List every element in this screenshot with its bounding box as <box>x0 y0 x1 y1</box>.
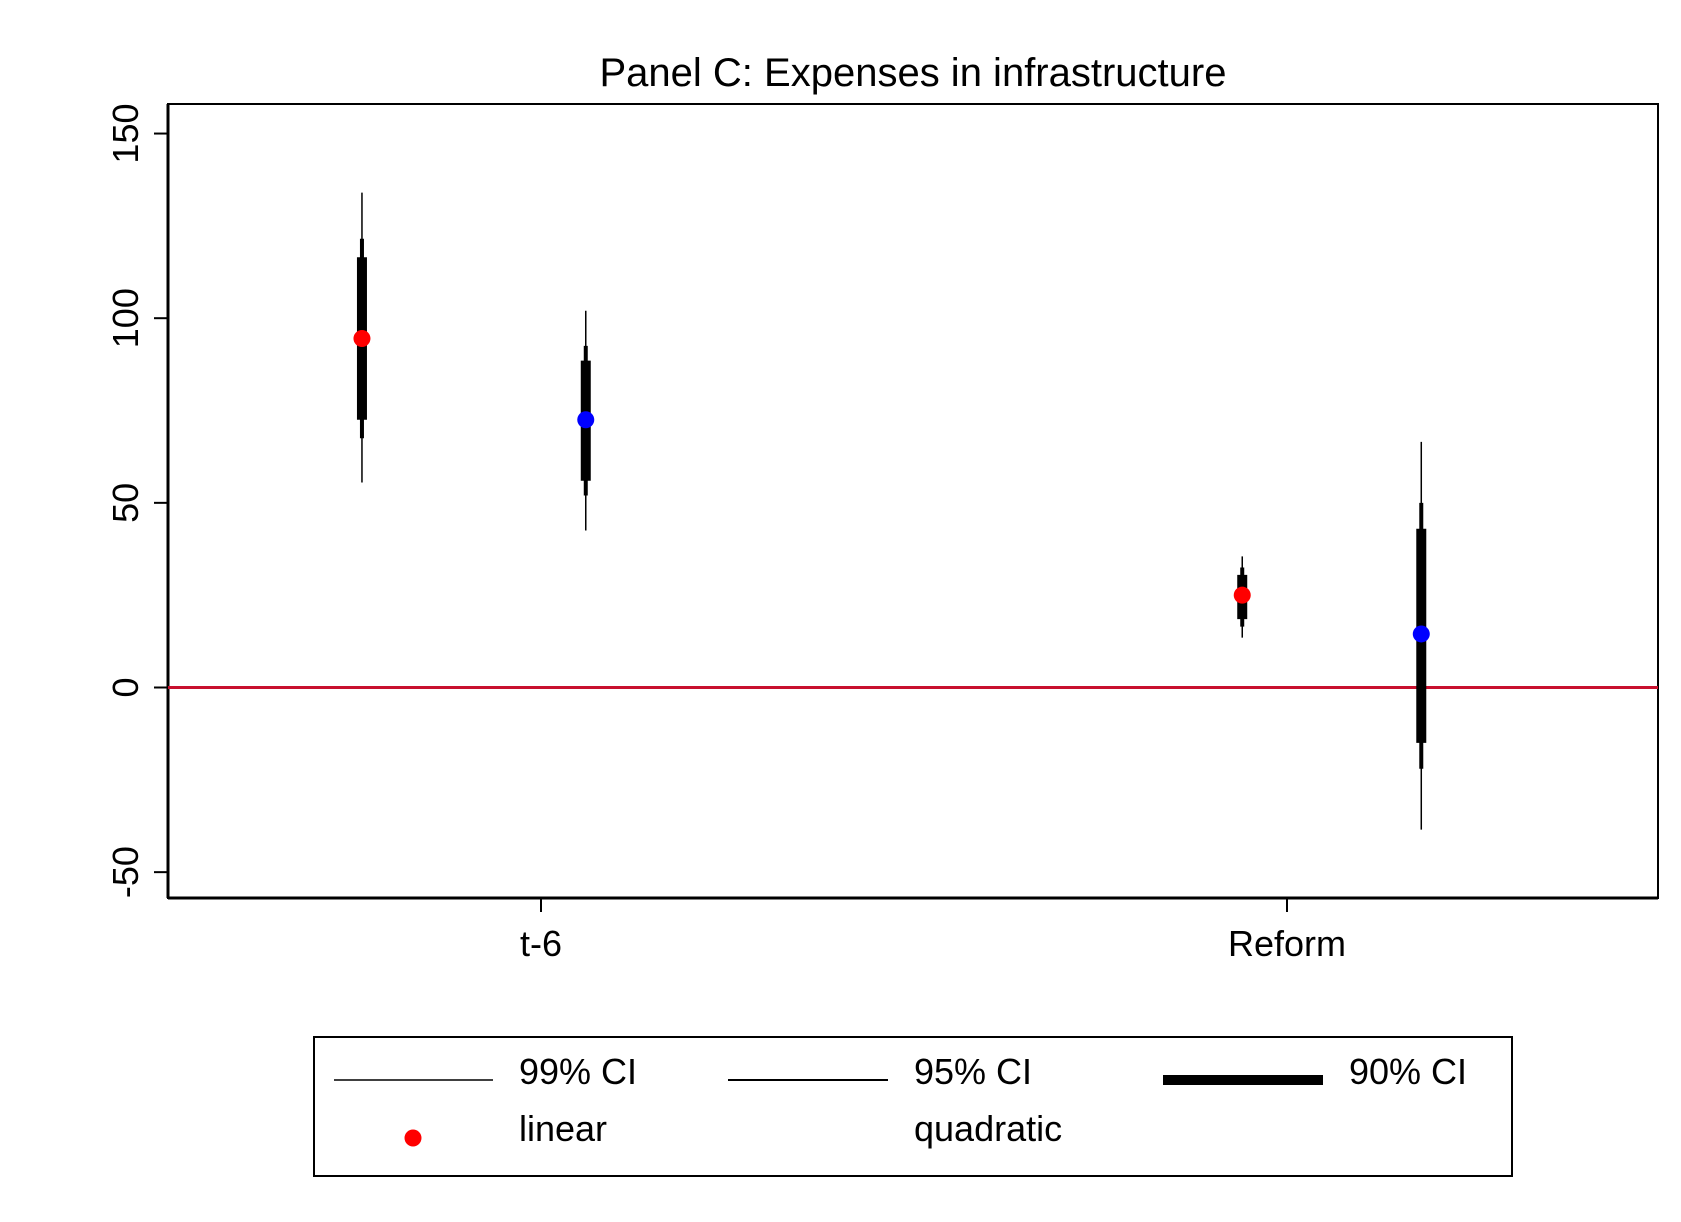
point-estimate <box>1412 625 1430 643</box>
plot-area: -50 0 50 100 150 t-6 Reform <box>105 103 1659 964</box>
y-tick-label: -50 <box>105 846 146 898</box>
legend-frame <box>313 1036 1513 1177</box>
legend-label: 99% CI <box>519 1051 637 1092</box>
y-tick-label: 150 <box>105 104 146 164</box>
y-tick-label: 100 <box>105 288 146 348</box>
chart-title: Panel C: Expenses in infrastructure <box>600 51 1227 95</box>
legend-label: 90% CI <box>1349 1051 1467 1092</box>
x-tick-label: t-6 <box>520 923 562 964</box>
legend-label: quadratic <box>914 1108 1062 1149</box>
x-tick-label: Reform <box>1228 923 1346 964</box>
plot-frame <box>167 103 1659 899</box>
legend-label: linear <box>519 1108 607 1149</box>
point-estimate <box>577 411 595 429</box>
legend-label: 95% CI <box>914 1051 1032 1092</box>
legend: 99% CI 95% CI 90% CI linear quadratic <box>313 1036 1513 1177</box>
y-tick-label: 0 <box>105 677 146 697</box>
point-estimate <box>353 330 371 348</box>
legend-linear-dot <box>404 1129 422 1147</box>
point-estimate <box>1233 586 1251 604</box>
y-tick-label: 50 <box>105 483 146 523</box>
